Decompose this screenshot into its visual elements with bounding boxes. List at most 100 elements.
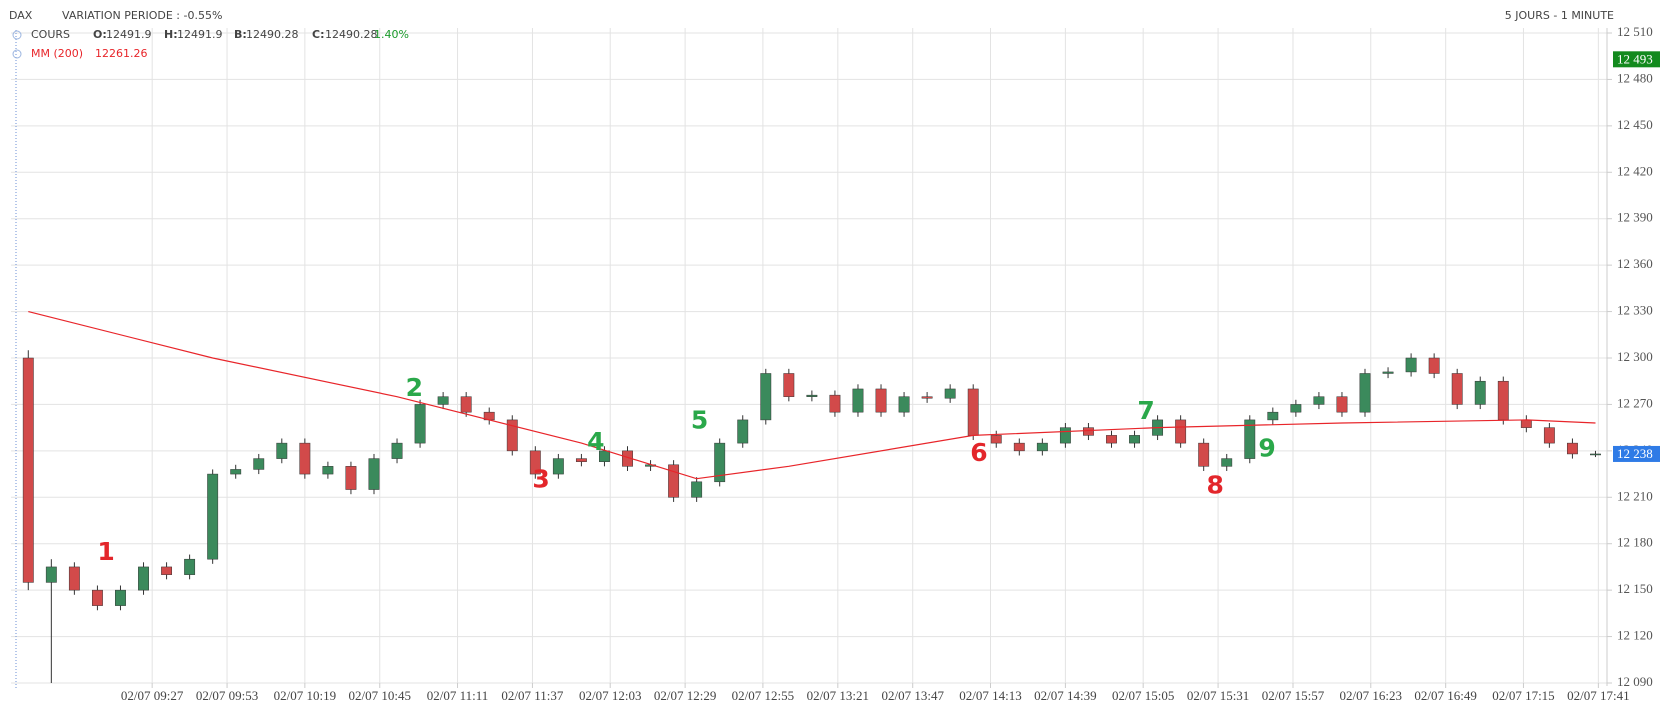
y-tick-label: 12 330 (1617, 303, 1653, 318)
candle-body (1359, 373, 1371, 413)
legend-name: COURS (31, 28, 70, 41)
candle-body (1221, 458, 1233, 467)
x-tick-label: 02/07 10:45 (349, 688, 411, 703)
candle-body (737, 419, 749, 444)
candle-body (230, 469, 242, 475)
candle-body (1451, 373, 1463, 405)
x-tick-label: 02/07 17:41 (1567, 688, 1629, 703)
x-tick-label: 02/07 14:39 (1034, 688, 1096, 703)
candle-body (1036, 442, 1048, 452)
y-tick-label: 12 420 (1617, 163, 1653, 178)
candle-body (806, 394, 818, 397)
legend-h-label: H: (164, 28, 178, 41)
annotation: 2 (406, 373, 423, 402)
candle-body (1382, 371, 1394, 374)
candle-body (1059, 427, 1071, 444)
annotation: 8 (1206, 470, 1223, 499)
candle-body (506, 419, 518, 452)
candle-body (944, 388, 956, 399)
candle-body (1313, 396, 1325, 405)
legend-change: 1.40% (374, 28, 409, 41)
annotation: 7 (1137, 396, 1154, 425)
candle-body (22, 357, 34, 583)
candle-body (898, 396, 910, 413)
x-tick-label: 02/07 16:49 (1414, 688, 1476, 703)
candle-body (184, 558, 196, 575)
x-tick-label: 02/07 16:23 (1340, 688, 1402, 703)
candle-body (1013, 442, 1025, 452)
candle-body (1175, 419, 1187, 444)
x-tick-label: 02/07 15:57 (1262, 688, 1325, 703)
annotation: 6 (970, 438, 987, 467)
candle-body (1244, 419, 1256, 459)
x-tick-label: 02/07 12:55 (732, 688, 794, 703)
grid (11, 28, 1607, 684)
price-badge (1613, 51, 1660, 68)
legend-icon (12, 49, 22, 59)
y-tick-label: 12 150 (1617, 581, 1653, 596)
candle-body (1290, 404, 1302, 413)
candle-body (529, 450, 541, 475)
legend-c-value: 12490.28 (325, 28, 378, 41)
x-tick-label: 02/07 15:05 (1112, 688, 1174, 703)
x-tick-label: 02/07 09:27 (121, 688, 184, 703)
candle-body (714, 442, 726, 483)
legend-b-label: B: (234, 28, 247, 41)
candle-body (990, 435, 1002, 444)
y-tick-label: 12 180 (1617, 535, 1653, 550)
candle-body (783, 373, 795, 397)
candle-body (760, 373, 772, 421)
moving-average-line (28, 311, 1596, 480)
variation: VARIATION PERIODE : -0.55% (62, 9, 222, 22)
x-tick-label: 02/07 11:37 (501, 688, 563, 703)
x-tick-label: 02/07 14:13 (959, 688, 1021, 703)
candle-body (1566, 442, 1578, 455)
candle-body (1405, 357, 1417, 373)
x-tick-label: 02/07 11:11 (427, 688, 489, 703)
x-tick-label: 02/07 12:03 (579, 688, 641, 703)
candle-body (1083, 427, 1094, 436)
candle-body (691, 481, 703, 498)
candle-body (599, 450, 610, 462)
ma-legend-name: MM (200) (31, 47, 83, 60)
candle-body (138, 566, 149, 591)
candle-body (1590, 453, 1601, 456)
candle-body (668, 464, 680, 498)
legend-b-value: 12490.28 (246, 28, 299, 41)
x-tick-label: 02/07 09:53 (196, 688, 258, 703)
candle-body (391, 442, 403, 459)
candle-body (1198, 442, 1210, 467)
candle-body (207, 473, 219, 560)
y-tick-label: 12 090 (1617, 674, 1653, 689)
candle-body (852, 388, 864, 413)
annotation: 3 (532, 464, 549, 493)
candle-body (91, 589, 103, 606)
x-tick-label: 02/07 17:15 (1492, 688, 1554, 703)
ma-legend-value: 12261.26 (95, 47, 148, 60)
candle-body (1497, 380, 1509, 421)
candle-body (1336, 396, 1348, 413)
candle-body (1129, 435, 1140, 444)
y-tick-label: 12 300 (1617, 349, 1653, 364)
annotation: 9 (1258, 433, 1275, 462)
annotation: 1 (97, 537, 114, 566)
y-tick-label: 12 120 (1617, 628, 1653, 643)
candle-body (460, 396, 472, 413)
legend-h-value: 12491.9 (177, 28, 223, 41)
candle-body (45, 566, 57, 583)
y-tick-label: 12 270 (1617, 395, 1653, 410)
y-tick-label: 12 360 (1617, 256, 1653, 271)
legend-o-label: O: (93, 28, 107, 41)
candle-body (829, 394, 841, 413)
candle-body (437, 396, 449, 405)
legend-c-label: C: (312, 28, 324, 41)
x-tick-label: 02/07 15:31 (1187, 688, 1249, 703)
candle-body (1474, 380, 1486, 405)
price-badge-label: 12 493 (1617, 51, 1653, 66)
candle-body (299, 442, 311, 475)
candle-body (322, 466, 334, 475)
candle-body (68, 566, 80, 591)
x-tick-label: 02/07 13:21 (807, 688, 869, 703)
candle-body (276, 442, 288, 459)
y-tick-label: 12 210 (1617, 488, 1653, 503)
